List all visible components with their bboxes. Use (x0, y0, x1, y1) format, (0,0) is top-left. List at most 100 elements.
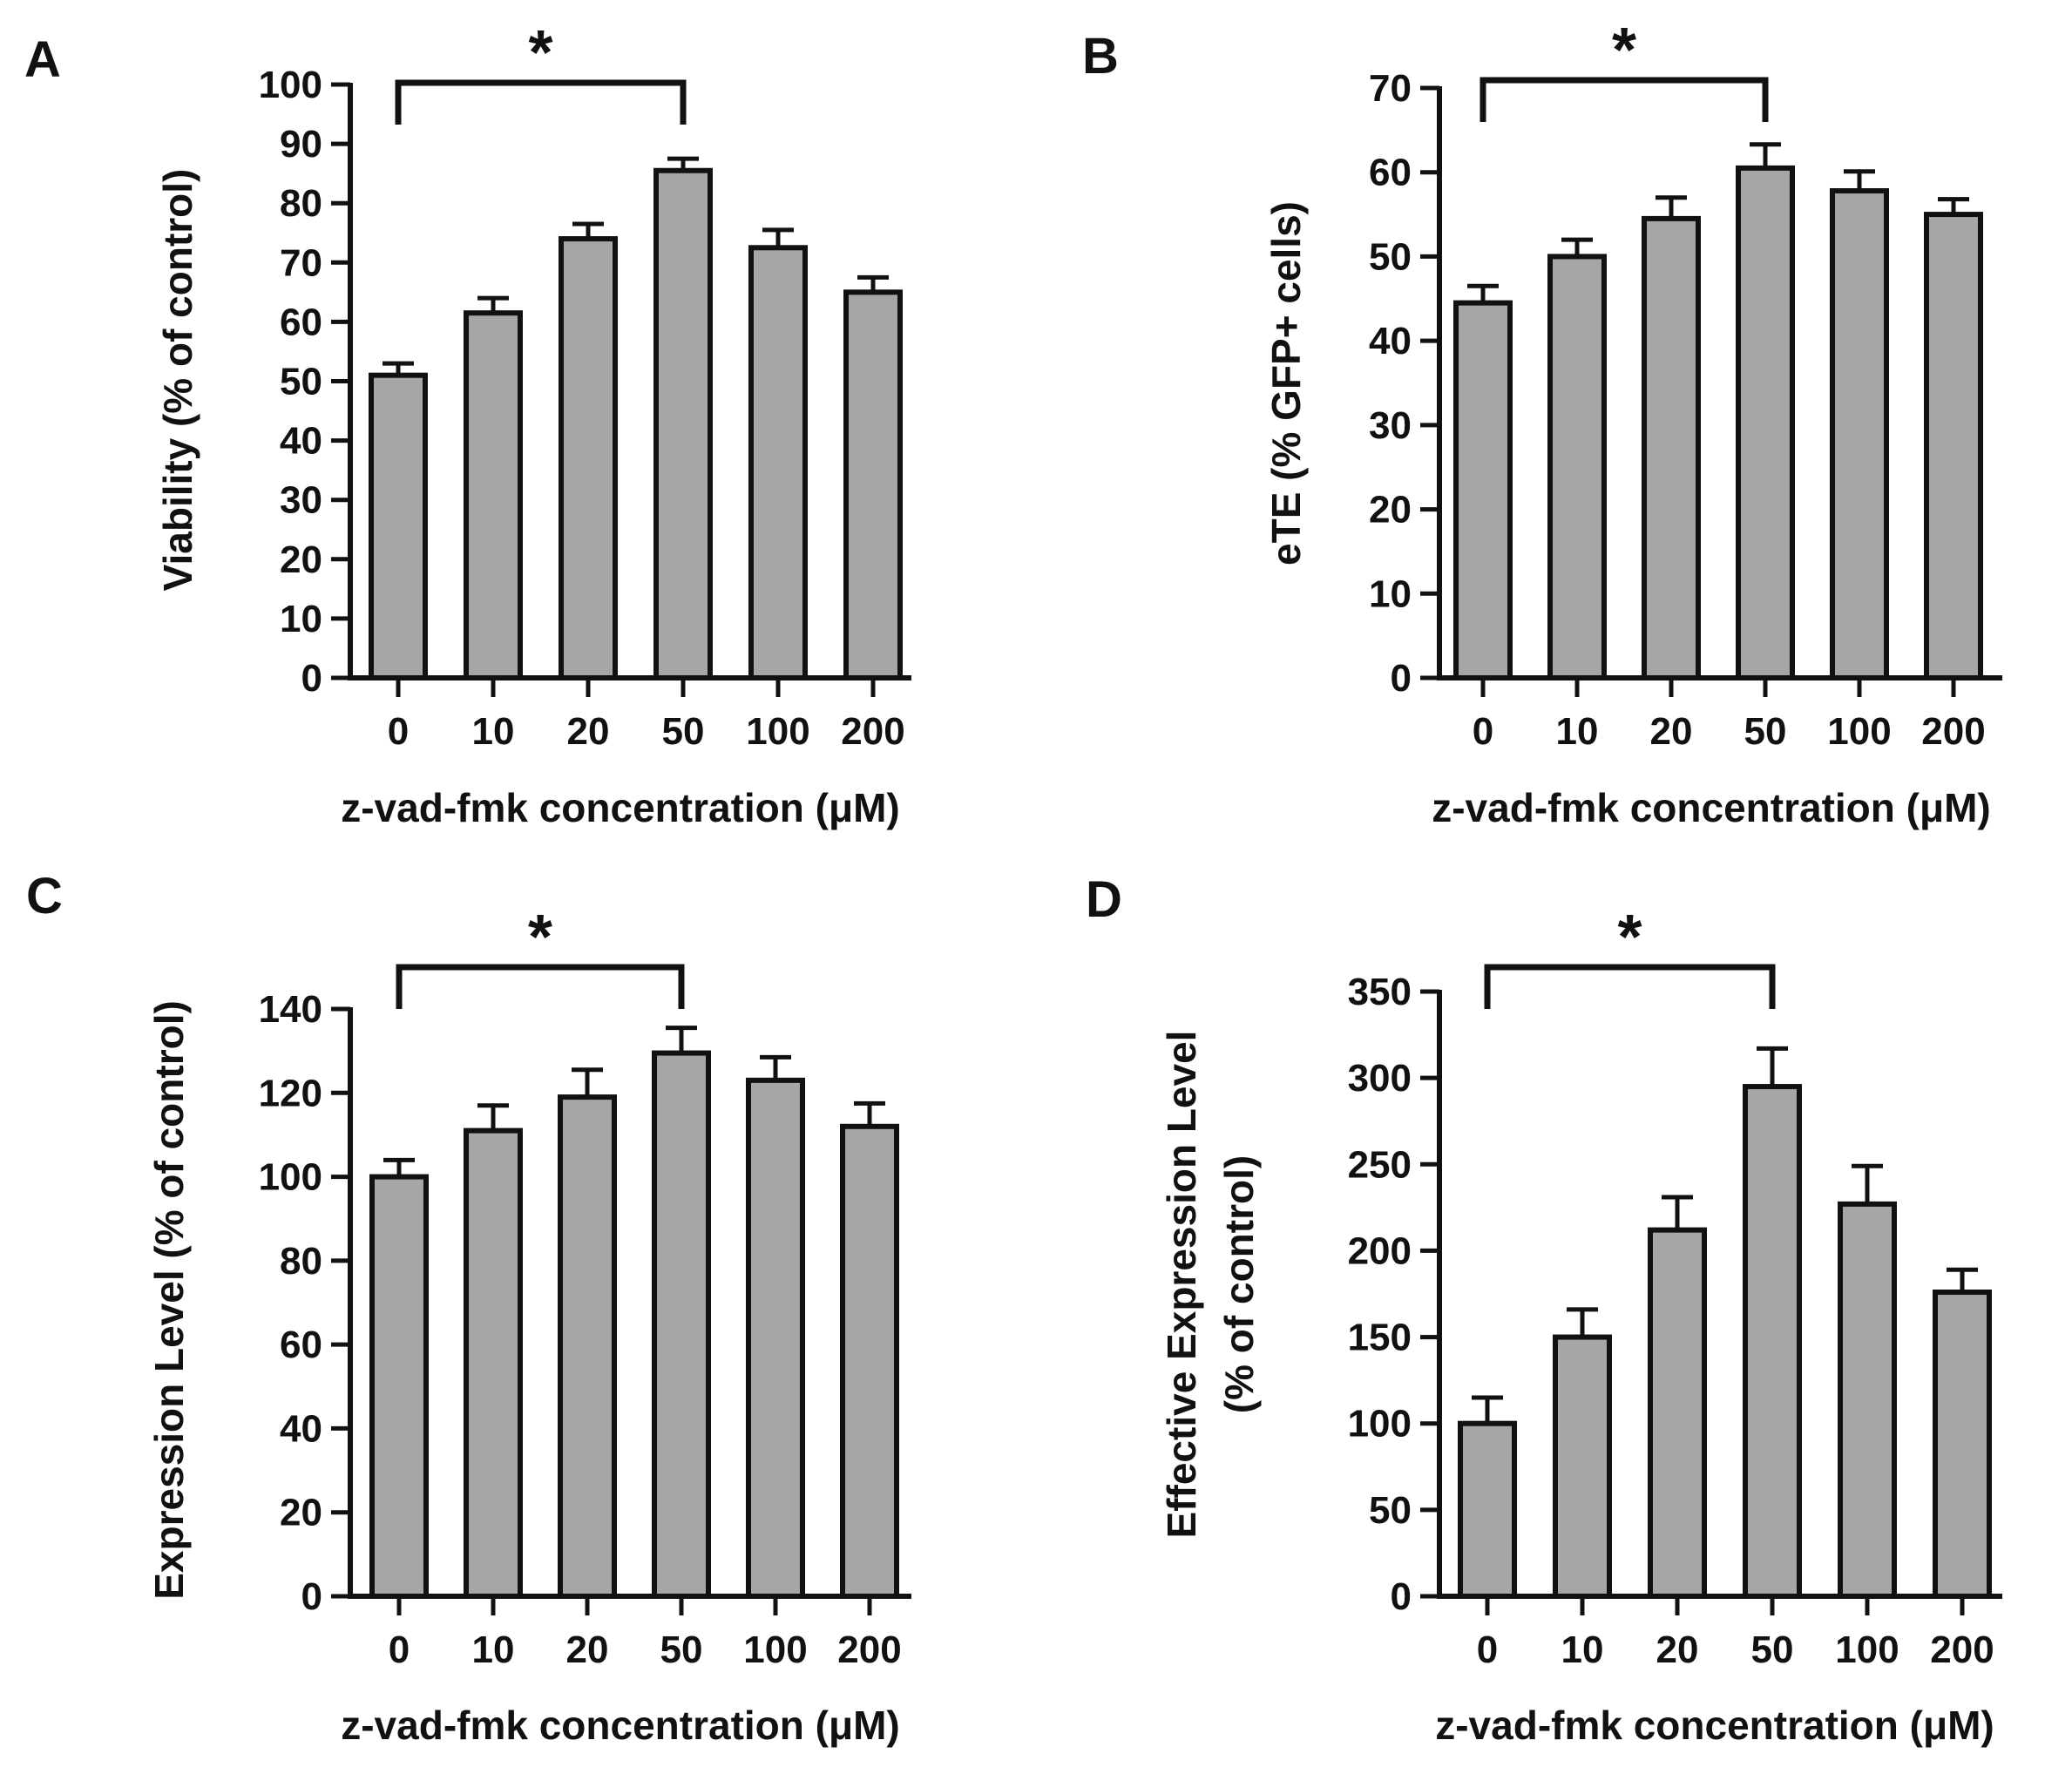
y-tick-label-a: 80 (280, 182, 322, 225)
bar-c-10 (464, 1127, 523, 1599)
x-tick-label-d: 0 (1477, 1628, 1498, 1671)
bar-b-20 (1642, 215, 1701, 680)
x-tick-label-c: 200 (837, 1628, 901, 1671)
x-tick-label-c: 50 (660, 1628, 703, 1671)
bar-b-10 (1547, 254, 1607, 680)
x-axis-title-a: z-vad-fmk concentration (μM) (341, 785, 900, 830)
x-tick-label-d: 10 (1561, 1628, 1604, 1671)
x-tick-label-b: 100 (1827, 710, 1891, 753)
y-tick-label-b: 50 (1369, 235, 1412, 278)
panel-d: D 0 50 100 150 200 250 300 350 0 10 20 50 100 200 * z-… (1086, 871, 2002, 1748)
y-tick-label-b: 40 (1369, 320, 1412, 362)
panel-b: B 0 10 20 30 40 50 60 70 0 10 20 50 100 200 * z-vad-fm… (1082, 16, 2002, 830)
y-tick-label-d: 0 (1391, 1575, 1412, 1618)
significance-bracket-b (1480, 77, 1769, 122)
y-tick-label-b: 70 (1369, 67, 1412, 110)
significance-star-b: * (1612, 16, 1636, 85)
bar-b-200 (1924, 212, 1983, 681)
y-tick-label-d: 200 (1348, 1229, 1412, 1272)
y-tick-label-c: 20 (280, 1492, 322, 1534)
x-tick-label-d: 20 (1656, 1628, 1699, 1671)
bar-a-0 (369, 372, 428, 680)
y-tick-label-c: 140 (259, 988, 322, 1031)
x-tick-label-a: 100 (746, 710, 809, 753)
bar-b-100 (1830, 187, 1889, 680)
x-tick-label-c: 10 (472, 1628, 515, 1671)
bar-d-200 (1933, 1290, 1992, 1599)
y-tick-label-a: 90 (280, 123, 322, 166)
y-tick-label-d: 350 (1348, 971, 1412, 1013)
bar-a-100 (748, 245, 808, 680)
bar-d-0 (1458, 1420, 1517, 1599)
significance-star-a: * (528, 18, 552, 88)
bar-c-100 (746, 1077, 805, 1600)
significance-bracket-a (395, 79, 687, 125)
chart-c-body: 0 20 40 60 80 100 120 140 0 10 20 50 100 200 * (259, 903, 911, 1671)
panel-a: A 0 10 20 30 40 50 60 70 80 90 100 0 10 20 50 100 200 * z… (24, 18, 911, 830)
x-tick-label-c: 100 (743, 1628, 807, 1671)
x-tick-label-b: 0 (1473, 710, 1493, 753)
x-tick-label-c: 20 (566, 1628, 609, 1671)
panel-letter-b: B (1082, 28, 1119, 85)
x-axis-title-c: z-vad-fmk concentration (μM) (341, 1703, 900, 1748)
x-tick-label-b: 200 (1921, 710, 1985, 753)
y-tick-label-a: 10 (280, 598, 322, 640)
x-tick-label-b: 20 (1650, 710, 1693, 753)
y-tick-label-c: 60 (280, 1324, 322, 1366)
panel-letter-a: A (24, 31, 61, 88)
chart-a-body: 0 10 20 30 40 50 60 70 80 90 100 0 10 20 50 100 200 * (259, 18, 911, 753)
y-axis-title-a: Viability (% of control) (155, 169, 200, 592)
y-tick-label-b: 30 (1369, 404, 1412, 447)
y-tick-label-a: 70 (280, 241, 322, 284)
y-tick-label-a: 40 (280, 420, 322, 463)
x-tick-label-d: 100 (1835, 1628, 1899, 1671)
panel-c: C 0 20 40 60 80 100 120 140 0 10 20 50 100 200 * z-vad… (26, 868, 911, 1748)
y-tick-label-c: 100 (259, 1156, 322, 1199)
bar-d-50 (1743, 1084, 1802, 1599)
x-tick-label-d: 50 (1751, 1628, 1794, 1671)
bar-d-10 (1553, 1334, 1612, 1599)
significance-star-d: * (1617, 903, 1642, 972)
x-tick-label-b: 50 (1744, 710, 1787, 753)
y-tick-label-a: 100 (259, 64, 322, 106)
y-tick-label-d: 300 (1348, 1057, 1412, 1100)
chart-b-body: 0 10 20 30 40 50 60 70 0 10 20 50 100 200 * (1369, 16, 2002, 753)
bar-c-200 (840, 1123, 899, 1600)
y-axis-title-d-line2: (% of control) (1216, 1155, 1262, 1413)
bar-b-50 (1736, 165, 1795, 680)
significance-star-c: * (528, 903, 552, 972)
y-axis-title-d-line1: Effective Expression Level (1159, 1031, 1204, 1539)
x-tick-label-a: 10 (472, 710, 515, 753)
y-tick-label-a: 20 (280, 538, 322, 581)
x-tick-label-a: 20 (567, 710, 610, 753)
y-tick-label-b: 0 (1391, 657, 1412, 700)
y-tick-label-b: 10 (1369, 572, 1412, 615)
panel-letter-c: C (26, 868, 63, 924)
y-tick-label-a: 30 (280, 479, 322, 522)
bar-c-20 (558, 1094, 617, 1599)
bar-d-20 (1648, 1227, 1707, 1599)
significance-bracket-d (1484, 964, 1776, 1009)
x-tick-label-b: 10 (1556, 710, 1599, 753)
x-axis-title-b: z-vad-fmk concentration (μM) (1432, 785, 1991, 830)
panel-letter-d: D (1086, 871, 1122, 928)
y-tick-label-d: 100 (1348, 1403, 1412, 1446)
y-axis-title-c: Expression Level (% of control) (146, 1000, 192, 1600)
x-tick-label-a: 50 (662, 710, 705, 753)
bar-a-10 (464, 310, 523, 680)
bar-b-0 (1453, 300, 1513, 680)
x-tick-label-a: 0 (388, 710, 409, 753)
bar-c-50 (652, 1050, 711, 1600)
bar-a-20 (559, 236, 618, 680)
y-tick-label-c: 80 (280, 1240, 322, 1283)
y-tick-label-b: 20 (1369, 489, 1412, 532)
y-tick-label-a: 50 (280, 361, 322, 403)
significance-bracket-c (396, 964, 685, 1009)
x-tick-label-d: 200 (1930, 1628, 1994, 1671)
bar-d-100 (1838, 1201, 1897, 1600)
x-tick-label-c: 0 (389, 1628, 410, 1671)
y-tick-label-a: 0 (301, 657, 322, 700)
y-axis-title-b: eTE (% GFP+ cells) (1263, 201, 1309, 565)
